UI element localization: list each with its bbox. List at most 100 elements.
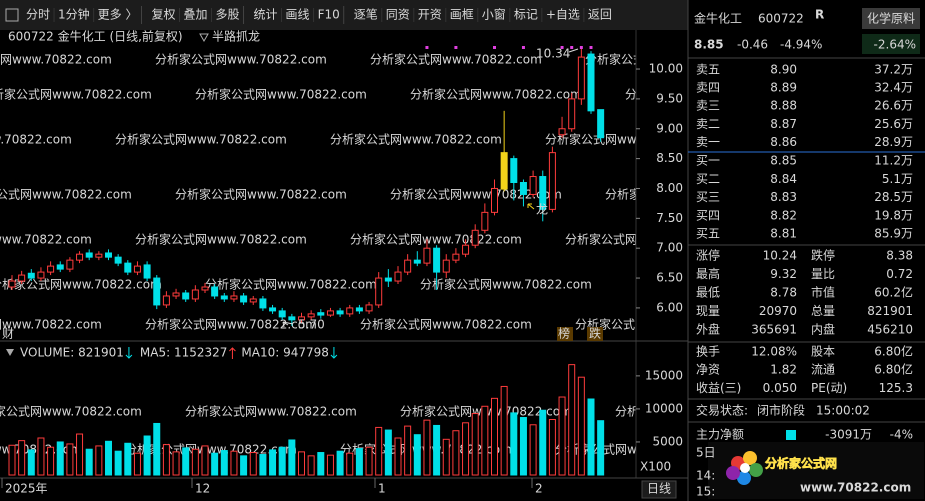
book-label: 卖三	[696, 99, 720, 113]
candle-body	[355, 307, 363, 312]
y-tick-label: 7.50	[656, 211, 683, 225]
book-label: 买一	[696, 154, 720, 168]
toolbar-button[interactable]: 开资	[418, 8, 442, 22]
candle-body	[394, 271, 402, 282]
volume-bar	[471, 413, 479, 476]
candle-body	[558, 128, 566, 136]
marker-box	[587, 327, 603, 341]
period-box[interactable]	[641, 480, 677, 499]
candle-body	[278, 310, 286, 318]
watermark: 分析家公式网www.70822.com	[350, 232, 522, 247]
book-volume: 32.4万	[874, 81, 913, 95]
candle-body	[326, 310, 334, 316]
stat-value: 60.2亿	[874, 285, 913, 300]
book-label: 卖二	[696, 117, 720, 131]
date-label: 2025年	[5, 482, 48, 496]
toolbar-button[interactable]: 标记	[514, 8, 538, 22]
candle-body	[587, 53, 595, 112]
volume-bar	[404, 425, 412, 476]
watermark: 分析家公式网www.70822.com	[145, 317, 317, 332]
toolbar-button[interactable]: 叠加	[184, 8, 208, 22]
candle-body	[47, 265, 55, 273]
volume-bar	[326, 454, 334, 476]
candle-body	[568, 98, 576, 130]
volume-bar	[56, 441, 64, 476]
watermark: 分析家公式网www.70822.com	[0, 187, 132, 202]
toolbar-button[interactable]: 画框	[450, 8, 474, 22]
watermark: 分析家公式网www.70822.com	[135, 232, 307, 247]
volume-bar	[47, 446, 55, 476]
y-tick-label: 10000	[645, 401, 683, 415]
volume-bar	[230, 450, 238, 476]
watermark: 分析家公式网www.70822.com	[0, 132, 72, 147]
signal-dot	[425, 46, 429, 49]
volume-bar	[143, 435, 151, 476]
book-price: 8.86	[770, 135, 797, 149]
candle-body	[539, 176, 547, 210]
toolbar-button[interactable]: 分时	[26, 8, 50, 22]
toolbar-button[interactable]: 1分钟	[58, 7, 90, 22]
candle-body	[510, 158, 518, 184]
watermark: 分析家公式网www.70822.com	[330, 132, 502, 147]
candle-body	[76, 253, 84, 261]
book-price: 8.87	[770, 117, 797, 131]
stat-label: 最高	[696, 266, 720, 281]
stat-value: 12.08%	[751, 345, 797, 359]
menu-icon[interactable]	[5, 8, 19, 22]
toolbar-button[interactable]: 统计	[254, 8, 278, 22]
sector-name[interactable]: 化学原料	[867, 11, 915, 26]
stat-label: 换手	[696, 345, 720, 359]
volume-bar	[37, 437, 45, 476]
candle-body	[384, 277, 392, 282]
signal-dot	[454, 46, 458, 49]
toolbar-button[interactable]: 画线	[286, 8, 310, 22]
stat-value: 0.050	[763, 381, 797, 395]
volume-bar	[259, 454, 267, 476]
volume-bar	[298, 451, 305, 476]
marker: 跌	[589, 326, 601, 341]
toolbar-button[interactable]: 更多 〉	[98, 8, 138, 22]
book-volume: 25.6万	[874, 117, 913, 131]
toolbar-button[interactable]: F10	[318, 8, 340, 22]
watermark: 分析家公式网www.70822.com	[115, 132, 287, 147]
volume-bar	[18, 440, 26, 476]
volume-bar	[423, 419, 431, 476]
volume-bar	[529, 424, 537, 476]
book-label: 买四	[696, 208, 720, 222]
book-volume: 37.2万	[874, 63, 913, 77]
candle-body	[442, 259, 450, 273]
toolbar-button[interactable]: 逐笔	[354, 7, 378, 22]
period-tab: 14:	[696, 469, 715, 483]
book-volume: 5.1万	[882, 172, 913, 186]
candle-body	[220, 295, 228, 300]
volume-bar	[249, 452, 257, 476]
stat-label: 收益(三)	[696, 381, 741, 395]
candle-body	[240, 295, 248, 303]
volume-bar	[452, 430, 460, 476]
toolbar-button[interactable]: 同资	[386, 8, 410, 22]
volume-bar	[66, 443, 74, 476]
watermark: 分析家公式网www.70822.com	[195, 87, 367, 102]
toolbar-button[interactable]: +自选	[546, 8, 580, 22]
volume-bar	[191, 448, 199, 476]
stat-value: 0.72	[886, 267, 913, 281]
period-label[interactable]: 日线	[647, 482, 671, 496]
candle-body	[365, 304, 373, 312]
toolbar-button[interactable]: 多股	[216, 8, 240, 22]
toolbar-button[interactable]: 返回	[588, 8, 612, 22]
volume-bar	[365, 446, 373, 476]
book-label: 买五	[696, 227, 720, 241]
signal-dot	[560, 46, 564, 49]
toolbar-button[interactable]: 复权	[151, 8, 175, 22]
period-tab: 15:	[696, 485, 715, 499]
toolbar-button[interactable]: 小窗	[482, 8, 506, 22]
period-tab: 5日	[696, 446, 716, 460]
candle-body	[124, 262, 132, 273]
candle-body	[288, 316, 296, 321]
candle-body	[307, 313, 315, 318]
watermark: 分析家公式网www.70822.com	[0, 232, 92, 247]
volume-bar	[124, 442, 132, 476]
date-label: 1	[378, 482, 386, 496]
candle-body	[423, 247, 431, 264]
candle-body	[56, 264, 64, 270]
